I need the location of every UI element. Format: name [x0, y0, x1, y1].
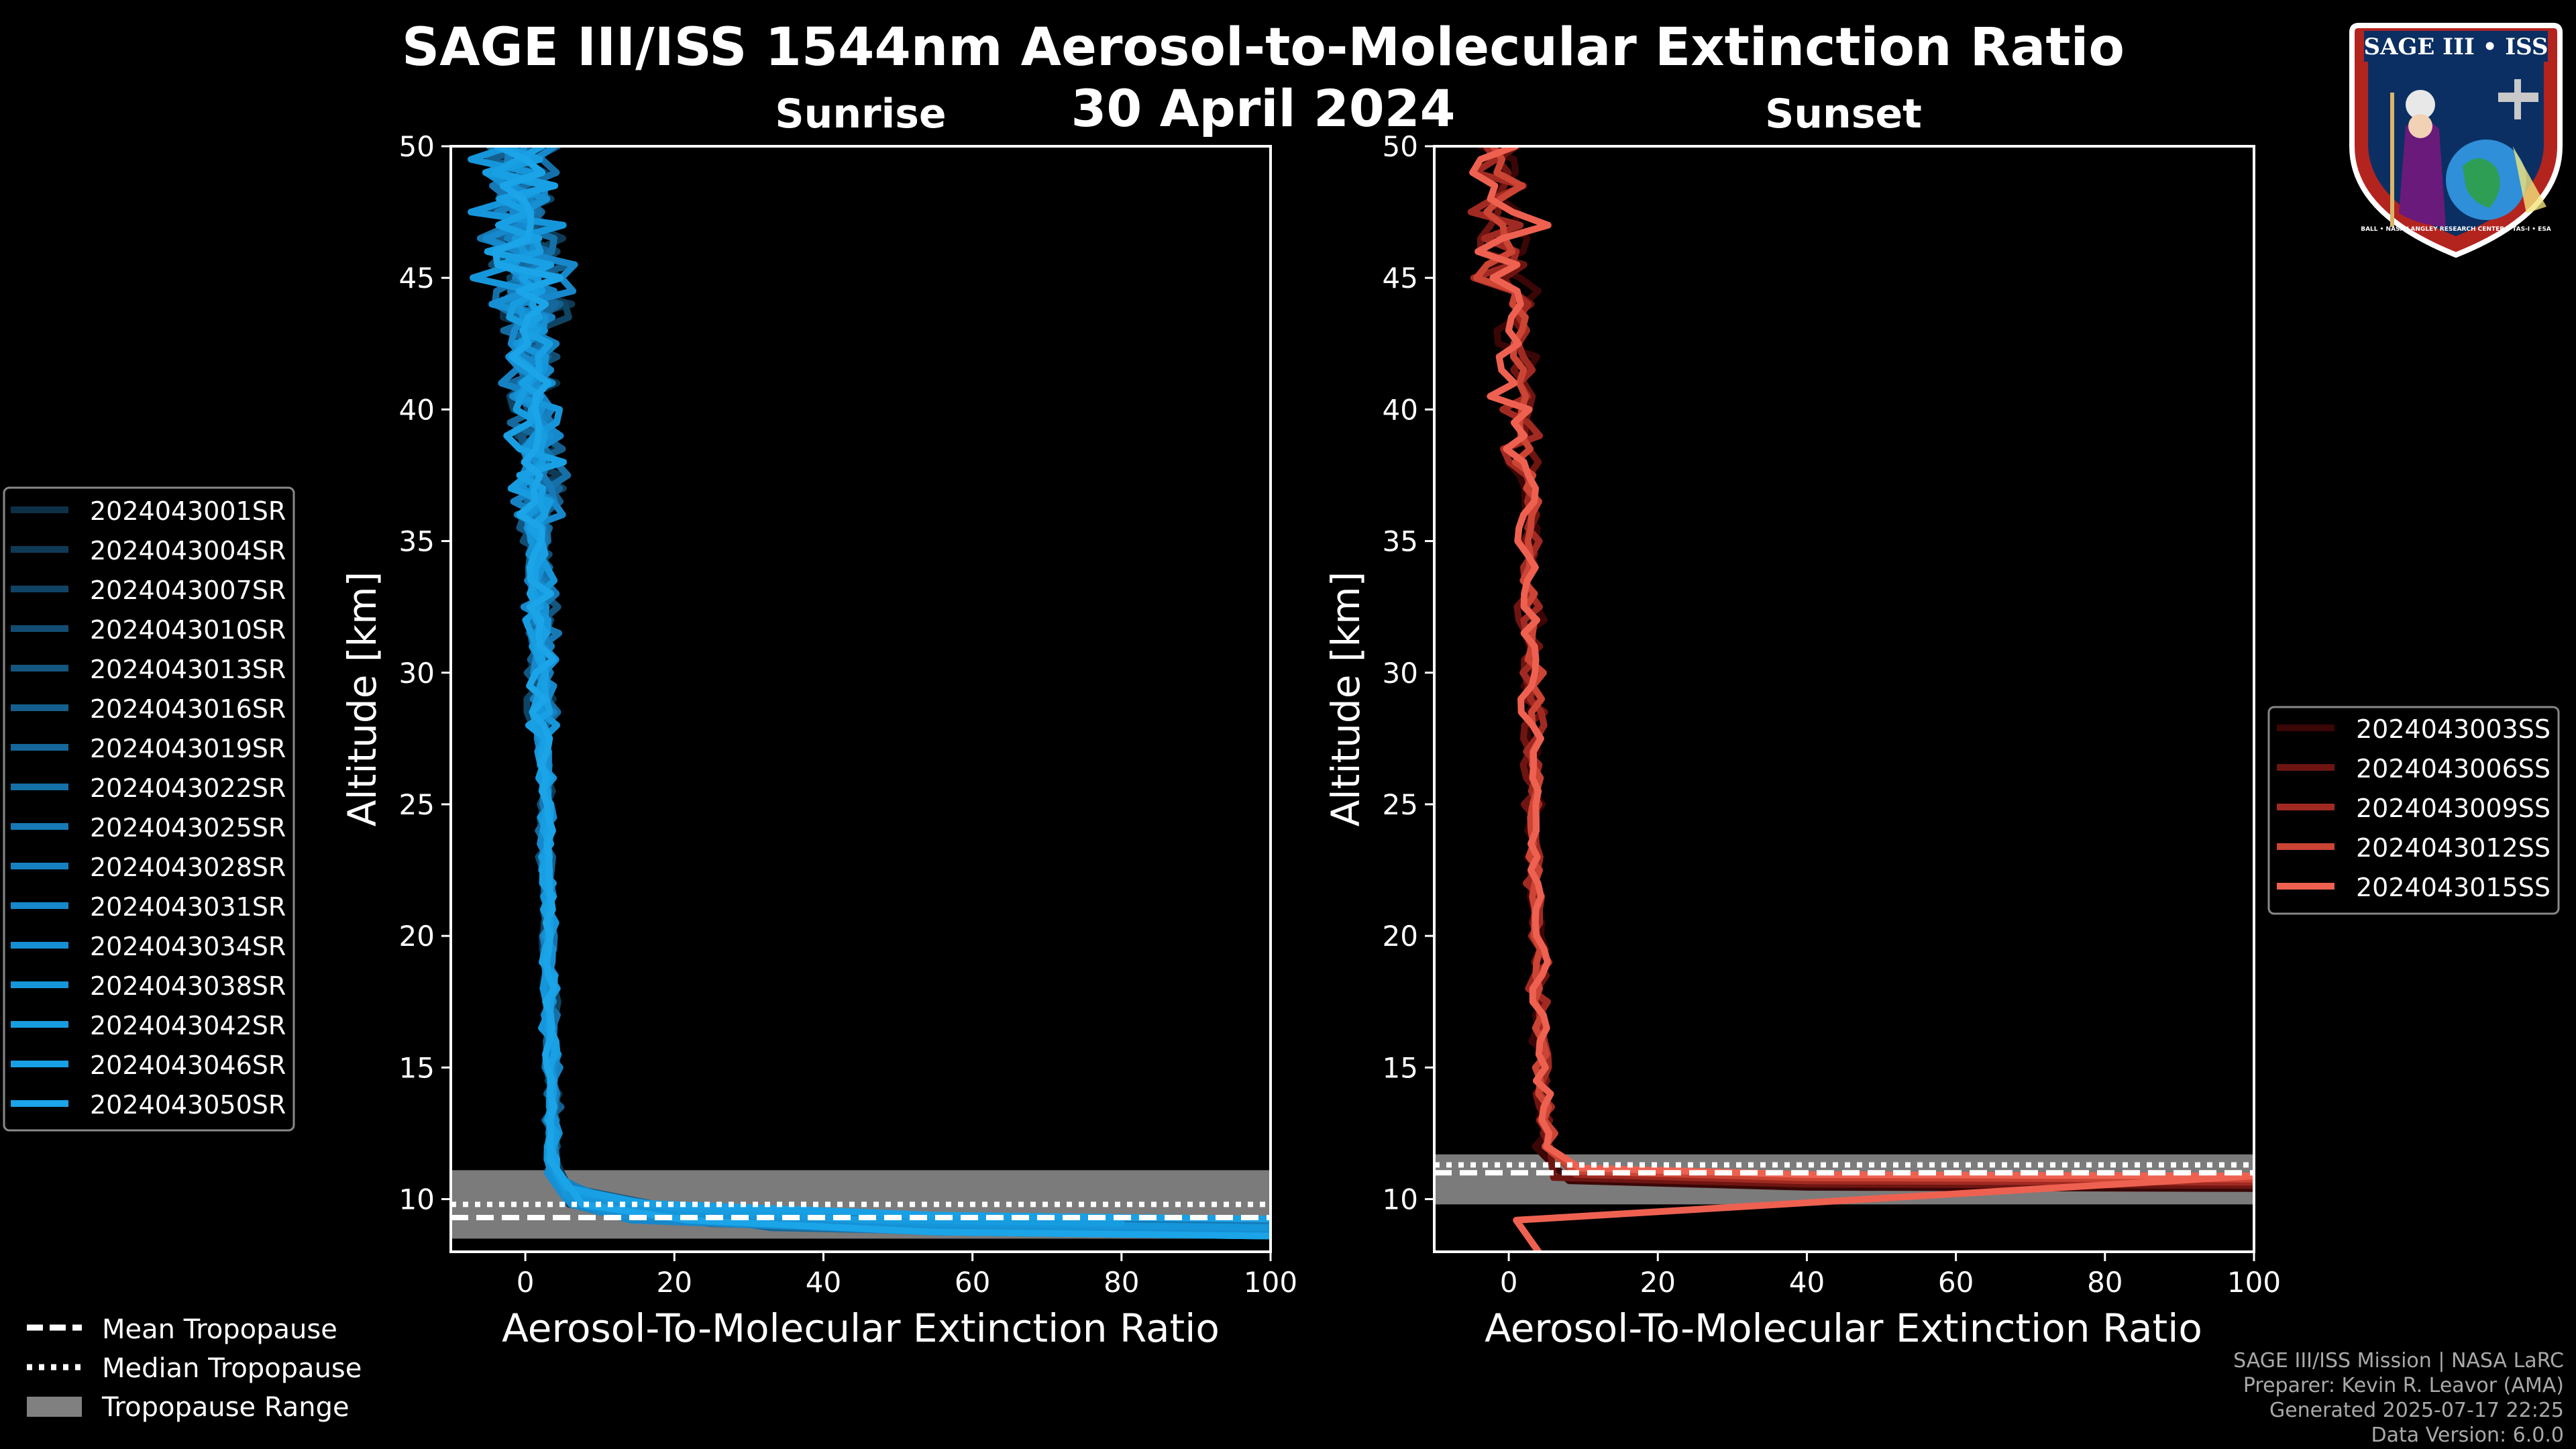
sunrise-legend-label: 2024043010SR — [90, 615, 286, 645]
median-tropopause-label: Median Tropopause — [102, 1353, 362, 1384]
sunrise-legend-label: 2024043050SR — [90, 1090, 286, 1120]
sunset-x-tick-label: 20 — [1640, 1266, 1676, 1299]
sage-iii-iss-logo: SAGE III • ISS BALL • NASA LANGLEY RESEA… — [2349, 23, 2563, 258]
sunset-legend-label: 2024043015SS — [2356, 873, 2551, 902]
sunrise-series-line-2024043034SR — [482, 146, 1271, 1236]
sunrise-legend-label: 2024043013SR — [90, 655, 286, 684]
sunrise-y-tick-label: 10 — [399, 1183, 435, 1216]
sunset-series-line-2024043012SS — [1473, 146, 2254, 1183]
sunrise-series-line-2024043028SR — [494, 146, 678, 1223]
sunrise-x-tick-label: 60 — [955, 1266, 990, 1299]
sunrise-series-line-2024043038SR — [468, 146, 1271, 1231]
sunset-plot-frame — [1433, 145, 2255, 1253]
sunrise-series-line-2024043004SR — [512, 146, 1271, 1236]
sunrise-panel: 0 20 40 60 80 100 10 15 20 25 30 35 40 45 50 Aerosol-… — [339, 130, 1297, 1351]
sunset-x-tick-label: 0 — [1500, 1266, 1518, 1299]
sunrise-y-tick-label: 20 — [399, 920, 435, 953]
footer-generated: Generated 2025-07-17 22:25 — [2269, 1399, 2564, 1422]
sunset-x-tick-label: 80 — [2087, 1266, 2123, 1299]
sunrise-series-line-2024043031SR — [482, 146, 1271, 1240]
footer-credits: SAGE III/ISS Mission | NASA LaRC Prepare… — [2233, 1349, 2564, 1447]
sunrise-x-tick-label: 100 — [1244, 1266, 1297, 1299]
sunrise-plot-frame — [449, 145, 1272, 1253]
sunset-y-tick-label: 35 — [1383, 525, 1418, 558]
sunrise-y-tick-label: 50 — [399, 130, 435, 163]
tropopause-range-swatch — [27, 1397, 82, 1417]
sunrise-legend-label: 2024043034SR — [90, 932, 286, 961]
sunrise-series-line-2024043025SR — [476, 146, 1271, 1227]
sunrise-legend-label: 2024043028SR — [90, 853, 286, 882]
sunrise-x-axis-label: Aerosol-To-Molecular Extinction Ratio — [502, 1305, 1220, 1351]
chart-date: 30 April 2024 — [1071, 78, 1455, 138]
sunrise-legend: 2024043001SR 2024043004SR 2024043007SR 2024… — [3, 486, 295, 1132]
sunrise-legend-label: 2024043019SR — [90, 734, 286, 763]
chart-title: SAGE III/ISS 1544nm Aerosol-to-Molecular… — [402, 17, 2125, 78]
sunrise-legend-label: 2024043046SR — [90, 1051, 286, 1080]
sunset-y-tick-label: 10 — [1383, 1183, 1418, 1216]
sunrise-y-tick-label: 35 — [399, 525, 435, 558]
sunrise-legend-label: 2024043025SR — [90, 813, 286, 843]
sunset-y-tick-label: 45 — [1383, 262, 1418, 294]
footer-preparer: Preparer: Kevin R. Leavor (AMA) — [2243, 1374, 2564, 1397]
sunrise-series-line-2024043019SR — [500, 146, 976, 1236]
sunset-legend-label: 2024043003SS — [2356, 714, 2551, 744]
sunset-x-tick-label: 60 — [1938, 1266, 1974, 1299]
logo-title: SAGE III • ISS — [2363, 34, 2548, 60]
sunrise-legend-label: 2024043004SR — [90, 536, 286, 566]
sunrise-series-line-2024043001SR — [496, 146, 1271, 1240]
logo-ring-text: BALL • NASA LANGLEY RESEARCH CENTER • TA… — [2361, 226, 2551, 233]
sunrise-y-tick-label: 40 — [399, 393, 435, 426]
sunset-series-line-2024043009SS — [1467, 146, 2254, 1186]
tropopause-range-label: Tropopause Range — [101, 1392, 350, 1423]
sunrise-y-axis-label: Altitude [km] — [339, 572, 385, 826]
sunset-series-line-2024043003SS — [1477, 146, 2254, 1192]
sunrise-series-line-2024043042SR — [482, 146, 1125, 1227]
sunrise-series-line-2024043010SR — [483, 146, 1271, 1227]
sunrise-series-line-2024043046SR — [484, 146, 1271, 1223]
sunrise-legend-label: 2024043001SR — [90, 496, 286, 526]
sunset-legend-label: 2024043006SS — [2356, 754, 2551, 784]
sunset-y-tick-label: 20 — [1383, 920, 1418, 953]
sunrise-subtitle: Sunrise — [775, 91, 946, 138]
sunset-legend-label: 2024043009SS — [2356, 794, 2551, 823]
sunrise-legend-label: 2024043007SR — [90, 576, 286, 605]
sunrise-series-line-2024043016SR — [486, 146, 1271, 1240]
sunrise-legend-label: 2024043042SR — [90, 1011, 286, 1040]
sunset-x-tick-label: 100 — [2227, 1266, 2281, 1299]
sunset-y-tick-label: 30 — [1383, 657, 1418, 690]
sunrise-series-line-2024043022SR — [486, 146, 1271, 1231]
sunrise-x-tick-label: 40 — [806, 1266, 841, 1299]
sunset-x-tick-label: 40 — [1789, 1266, 1825, 1299]
sunset-y-axis-label: Altitude [km] — [1323, 572, 1368, 826]
sunset-y-tick-label: 25 — [1383, 788, 1418, 821]
sunrise-y-tick-label: 45 — [399, 262, 435, 294]
sunrise-y-tick-label: 25 — [399, 788, 435, 821]
sunrise-y-tick-label: 15 — [399, 1051, 435, 1084]
sunset-subtitle: Sunset — [1765, 91, 1922, 138]
sunrise-x-tick-label: 80 — [1104, 1266, 1139, 1299]
sunset-series-line-2024043006SS — [1477, 146, 2254, 1189]
sunset-y-tick-label: 15 — [1383, 1051, 1418, 1084]
sunrise-legend-label: 2024043022SR — [90, 773, 286, 803]
sunrise-legend-label: 2024043038SR — [90, 971, 286, 1001]
sunset-y-tick-label: 50 — [1383, 130, 1418, 163]
sunset-legend-label: 2024043012SS — [2356, 833, 2551, 863]
sunrise-x-tick-label: 20 — [657, 1266, 692, 1299]
tropopause-legend: Mean Tropopause Median Tropopause Tropop… — [27, 1314, 362, 1423]
sunset-legend: 2024043003SS 2024043006SS 2024043009SS 2024… — [2267, 706, 2560, 915]
sunset-y-tick-label: 40 — [1383, 393, 1418, 426]
mean-tropopause-label: Mean Tropopause — [102, 1314, 337, 1345]
sunrise-y-tick-label: 30 — [399, 657, 435, 690]
sunrise-legend-label: 2024043031SR — [90, 892, 286, 922]
sunrise-x-tick-label: 0 — [517, 1266, 535, 1299]
sunrise-series-line-2024043050SR — [492, 146, 1271, 1240]
footer-data-version: Data Version: 6.0.0 — [2371, 1424, 2564, 1447]
sunset-panel: 0 20 40 60 80 100 10 15 20 25 30 35 40 45 50 Aerosol-… — [1323, 130, 2281, 1351]
sunrise-legend-label: 2024043016SR — [90, 694, 286, 724]
sunset-x-axis-label: Aerosol-To-Molecular Extinction Ratio — [1485, 1305, 2202, 1351]
sunset-series-line-2024043015SS — [1469, 146, 2254, 1252]
footer-mission: SAGE III/ISS Mission | NASA LaRC — [2233, 1349, 2564, 1373]
